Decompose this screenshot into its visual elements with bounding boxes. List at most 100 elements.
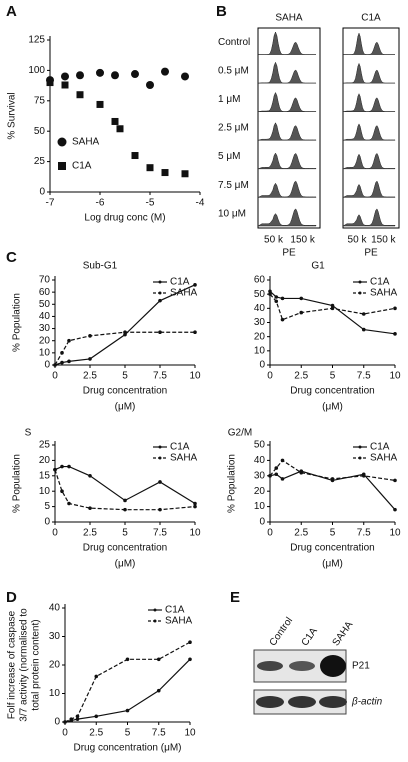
y-tick-label: 30 xyxy=(49,631,61,642)
legend-swatch xyxy=(58,162,66,170)
band-label: β-actin xyxy=(351,697,383,708)
x-axis-unit: (μM) xyxy=(115,559,136,570)
data-point xyxy=(131,70,139,79)
blot-band xyxy=(320,655,346,677)
x-tick-label: -6 xyxy=(96,198,105,209)
flow-histogram xyxy=(257,208,317,227)
data-point xyxy=(67,501,71,506)
x-axis-label: Drug concentration (μM) xyxy=(73,743,181,754)
data-point xyxy=(53,363,57,367)
lane-label: SAHA xyxy=(331,619,356,648)
row-label: 0.5 μM xyxy=(218,65,249,76)
x-axis-label: PE xyxy=(282,248,296,259)
data-point xyxy=(146,80,154,89)
x-tick-label: 7.5 xyxy=(153,371,167,382)
flow-histogram xyxy=(342,123,396,141)
flow-histogram xyxy=(342,32,396,55)
legend-swatch xyxy=(358,291,362,295)
flow-histogram xyxy=(257,31,317,55)
flow-histogram xyxy=(257,122,317,141)
data-point xyxy=(156,657,161,662)
row-label: Control xyxy=(218,37,250,48)
row-label: 2.5 μM xyxy=(218,123,249,134)
x-axis-label: Drug concentration xyxy=(290,543,375,554)
flow-frame xyxy=(342,27,400,229)
x-tick-label: 7.5 xyxy=(153,528,167,539)
data-point xyxy=(61,81,69,89)
data-point xyxy=(188,657,192,662)
data-point xyxy=(76,71,84,80)
data-point xyxy=(60,489,64,494)
blot-band xyxy=(256,696,284,708)
data-point xyxy=(88,357,92,361)
row-label: 1 μM xyxy=(218,94,240,105)
x-tick-label: 0 xyxy=(52,528,58,539)
data-point xyxy=(94,714,99,719)
data-point xyxy=(60,464,64,469)
data-point xyxy=(156,688,161,693)
x-axis-unit: (μM) xyxy=(322,559,343,570)
data-point xyxy=(393,332,397,336)
data-point xyxy=(88,474,92,478)
x-tick-label: 7.5 xyxy=(357,528,371,539)
data-point xyxy=(116,125,124,133)
data-point xyxy=(193,504,197,509)
data-point xyxy=(96,100,104,108)
data-point xyxy=(361,312,366,316)
data-point xyxy=(268,292,272,296)
legend-swatch xyxy=(358,456,362,460)
y-tick-label: 30 xyxy=(254,470,266,481)
data-point xyxy=(111,117,119,125)
legend-swatch xyxy=(153,608,157,612)
x-tick-label: 10 xyxy=(189,371,201,382)
y-tick-label: 10 xyxy=(39,486,51,497)
flow-histogram xyxy=(257,180,317,198)
x-tick-label: 10 xyxy=(189,528,201,539)
data-point xyxy=(299,310,304,315)
data-point xyxy=(268,289,272,294)
row-label: 10 μM xyxy=(218,208,246,219)
legend-label: SAHA xyxy=(72,137,100,148)
y-tick-label: 20 xyxy=(39,335,51,346)
legend-label: SAHA xyxy=(165,616,193,627)
chart-title: G1 xyxy=(311,261,325,272)
y-tick-label: 40 xyxy=(49,603,61,614)
data-point xyxy=(330,303,335,308)
y-tick-label: 0 xyxy=(259,517,265,528)
y-tick-label: 60 xyxy=(254,275,266,286)
data-point xyxy=(125,657,130,662)
chart-title: G2/M xyxy=(228,428,252,439)
data-point xyxy=(393,507,397,512)
lane-label: C1A xyxy=(300,626,320,649)
y-tick-label: 20 xyxy=(254,331,266,342)
data-point xyxy=(123,330,127,335)
x-tick-label: 5 xyxy=(330,528,336,539)
y-tick-label: 15 xyxy=(39,470,51,481)
x-axis-unit: (μM) xyxy=(115,402,136,413)
panel-label: C xyxy=(6,249,17,266)
y-tick-label: 40 xyxy=(254,303,266,314)
data-point xyxy=(88,334,92,338)
y-tick-label: 25 xyxy=(34,156,46,167)
x-axis-label: Drug concentration xyxy=(290,386,375,397)
data-point xyxy=(63,720,67,724)
legend-swatch xyxy=(57,137,67,147)
data-point xyxy=(280,296,285,301)
x-tick-label: 0 xyxy=(62,728,68,739)
y-tick-label: 0 xyxy=(44,517,50,528)
x-tick-label: 5 xyxy=(122,371,128,382)
row-label: 5 μM xyxy=(218,151,240,162)
panel-label: D xyxy=(6,589,17,606)
band-label: P21 xyxy=(352,661,370,672)
legend-swatch xyxy=(153,619,157,623)
data-point xyxy=(158,507,162,512)
y-tick-label: 0 xyxy=(259,360,265,371)
y-tick-label: 100 xyxy=(28,65,45,76)
chart-title: S xyxy=(25,428,32,439)
x-tick-label: 7.5 xyxy=(152,728,166,739)
data-point xyxy=(146,164,154,172)
data-point xyxy=(125,708,130,713)
data-point xyxy=(158,330,162,335)
